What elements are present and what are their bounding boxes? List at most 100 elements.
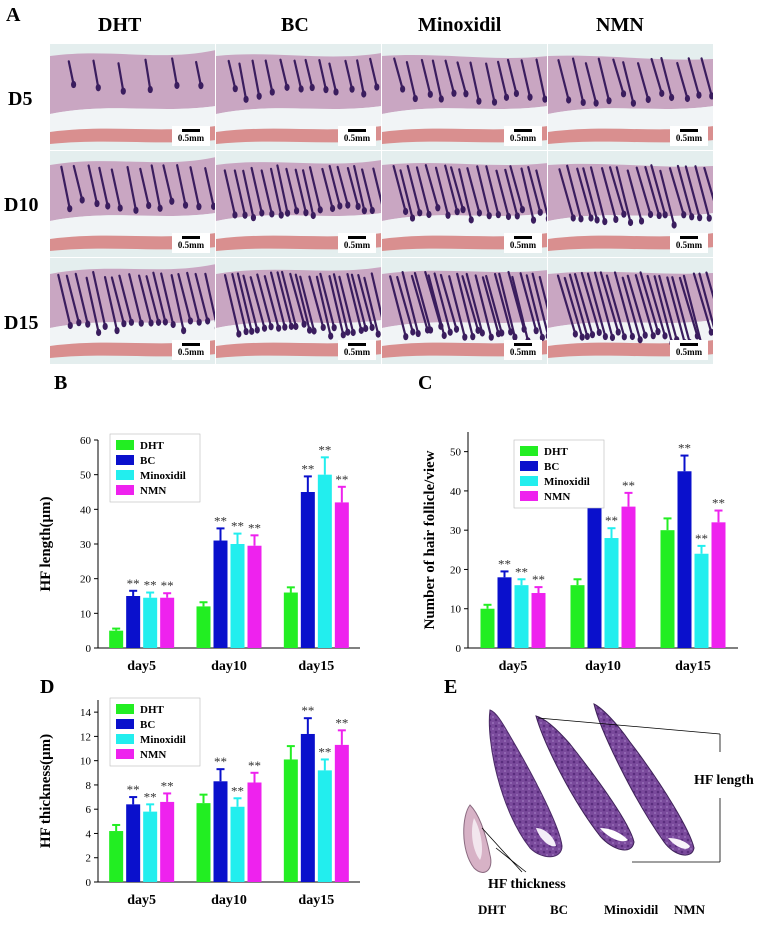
x-category-label: day10: [211, 659, 247, 674]
micrograph-d10-dht: 0.5mm: [50, 151, 215, 257]
significance-marker: **: [144, 789, 157, 804]
row-header-d5: D5: [8, 88, 33, 110]
y-axis-label: Number of hair follicle/view: [422, 450, 438, 629]
scale-bar: 0.5mm: [504, 126, 542, 146]
bar-nmn-day10: [621, 506, 636, 648]
hf-thickness-pointer: [481, 827, 527, 873]
bar-minoxidil-day5: [514, 585, 529, 648]
panel-c-letter: C: [418, 372, 433, 394]
x-category-label: day15: [675, 659, 711, 674]
bar-nmn-day10: [247, 545, 262, 648]
col-header-bc: BC: [281, 14, 309, 36]
scale-bar-line: [182, 343, 200, 346]
significance-marker: **: [532, 572, 545, 587]
bar-nmn-day15: [711, 522, 726, 648]
bar-dht-day15: [283, 759, 298, 882]
legend-swatch-dht: [116, 440, 134, 450]
y-tick-label: 30: [80, 539, 92, 551]
y-tick-label: 40: [450, 486, 462, 498]
legend-swatch-nmn: [116, 485, 134, 495]
scale-bar-line: [348, 343, 366, 346]
significance-marker: **: [161, 578, 174, 593]
scale-bar-line: [348, 236, 366, 239]
significance-marker: **: [248, 520, 261, 535]
significance-marker: **: [622, 478, 635, 493]
scale-bar-label: 0.5mm: [509, 347, 537, 357]
scale-bar-line: [182, 129, 200, 132]
bar-nmn-day15: [334, 744, 349, 882]
row-header-d10: D10: [4, 194, 39, 216]
scale-bar-line: [680, 343, 698, 346]
x-category-label: day15: [298, 893, 334, 908]
panel-d-letter: D: [40, 676, 55, 698]
scale-bar-label: 0.5mm: [177, 240, 205, 250]
significance-marker: **: [695, 531, 708, 546]
legend-label-dht: DHT: [544, 446, 569, 458]
bar-bc-day15: [300, 733, 315, 882]
scale-bar-line: [514, 129, 532, 132]
panel-b-letter: B: [54, 372, 68, 394]
scale-bar: 0.5mm: [504, 233, 542, 253]
scale-bar: 0.5mm: [172, 233, 210, 253]
scale-bar-label: 0.5mm: [675, 240, 703, 250]
significance-marker: **: [712, 496, 725, 511]
label-bc: BC: [550, 902, 568, 917]
row-header-d15: D15: [4, 312, 39, 334]
x-category-label: day5: [127, 659, 156, 674]
y-tick-label: 0: [86, 643, 92, 655]
bar-dht-day15: [660, 530, 675, 648]
scale-bar: 0.5mm: [338, 233, 376, 253]
chart-legend: DHT BC Minoxidil NMN: [513, 439, 605, 509]
hf-thickness-label: HF thickness: [488, 877, 566, 892]
bar-bc-day5: [126, 804, 141, 882]
chart-follicle-count: 0 10 20 30 40 50 Number of hair follicle/view *…: [422, 432, 738, 674]
significance-marker: **: [214, 754, 227, 769]
chart-hf-thickness: 0 2 4 6 8 10 12 14 HF thickness(μm) ** ** ** day5 ** *…: [38, 697, 360, 908]
y-tick-label: 30: [450, 525, 462, 537]
bar-minoxidil-day10: [230, 544, 245, 648]
bar-minoxidil-day15: [317, 770, 332, 882]
y-tick-label: 40: [80, 504, 92, 516]
micrograph-d15-bc: 0.5mm: [216, 258, 381, 364]
follicle-bc: [488, 709, 563, 858]
bar-dht-day5: [109, 630, 124, 648]
bar-minoxidil-day5: [143, 597, 158, 648]
significance-marker: **: [231, 783, 244, 798]
significance-marker: **: [605, 513, 618, 528]
legend-label-minoxidil: Minoxidil: [140, 734, 186, 746]
y-tick-label: 20: [450, 564, 462, 576]
scale-bar-label: 0.5mm: [177, 347, 205, 357]
bar-nmn-day5: [160, 801, 175, 882]
legend-swatch-bc: [520, 461, 538, 471]
scale-bar-line: [514, 236, 532, 239]
legend-swatch-dht: [116, 704, 134, 714]
histology-grid: 0.5mm 0.5mm 0.5mm 0.5mm 0.5mm 0.5mm 0.5mm 0.5mm…: [50, 44, 714, 366]
legend-label-nmn: NMN: [140, 749, 166, 761]
x-category-label: day10: [585, 659, 621, 674]
bar-minoxidil-day5: [143, 811, 158, 882]
legend-label-bc: BC: [140, 719, 155, 731]
scale-bar-line: [514, 343, 532, 346]
hf-length-bracket: [537, 717, 721, 863]
x-category-label: day10: [211, 893, 247, 908]
significance-marker: **: [318, 442, 331, 457]
follicle-nmn: [593, 703, 695, 856]
y-tick-label: 2: [86, 853, 92, 865]
bar-bc-day5: [497, 577, 512, 648]
col-header-nmn: NMN: [596, 14, 644, 36]
significance-marker: **: [301, 461, 314, 476]
y-tick-label: 12: [80, 731, 91, 743]
bar-nmn-day5: [160, 597, 175, 648]
scale-bar-line: [680, 129, 698, 132]
col-header-minoxidil: Minoxidil: [418, 14, 502, 36]
scale-bar: 0.5mm: [670, 126, 708, 146]
bar-bc-day10: [587, 498, 602, 648]
scale-bar-label: 0.5mm: [509, 133, 537, 143]
significance-marker: **: [144, 578, 157, 593]
y-tick-label: 50: [80, 470, 92, 482]
y-tick-label: 60: [80, 435, 92, 447]
scale-bar: 0.5mm: [338, 126, 376, 146]
bar-dht-day5: [109, 831, 124, 882]
y-tick-label: 20: [80, 574, 92, 586]
x-category-label: day5: [499, 659, 528, 674]
